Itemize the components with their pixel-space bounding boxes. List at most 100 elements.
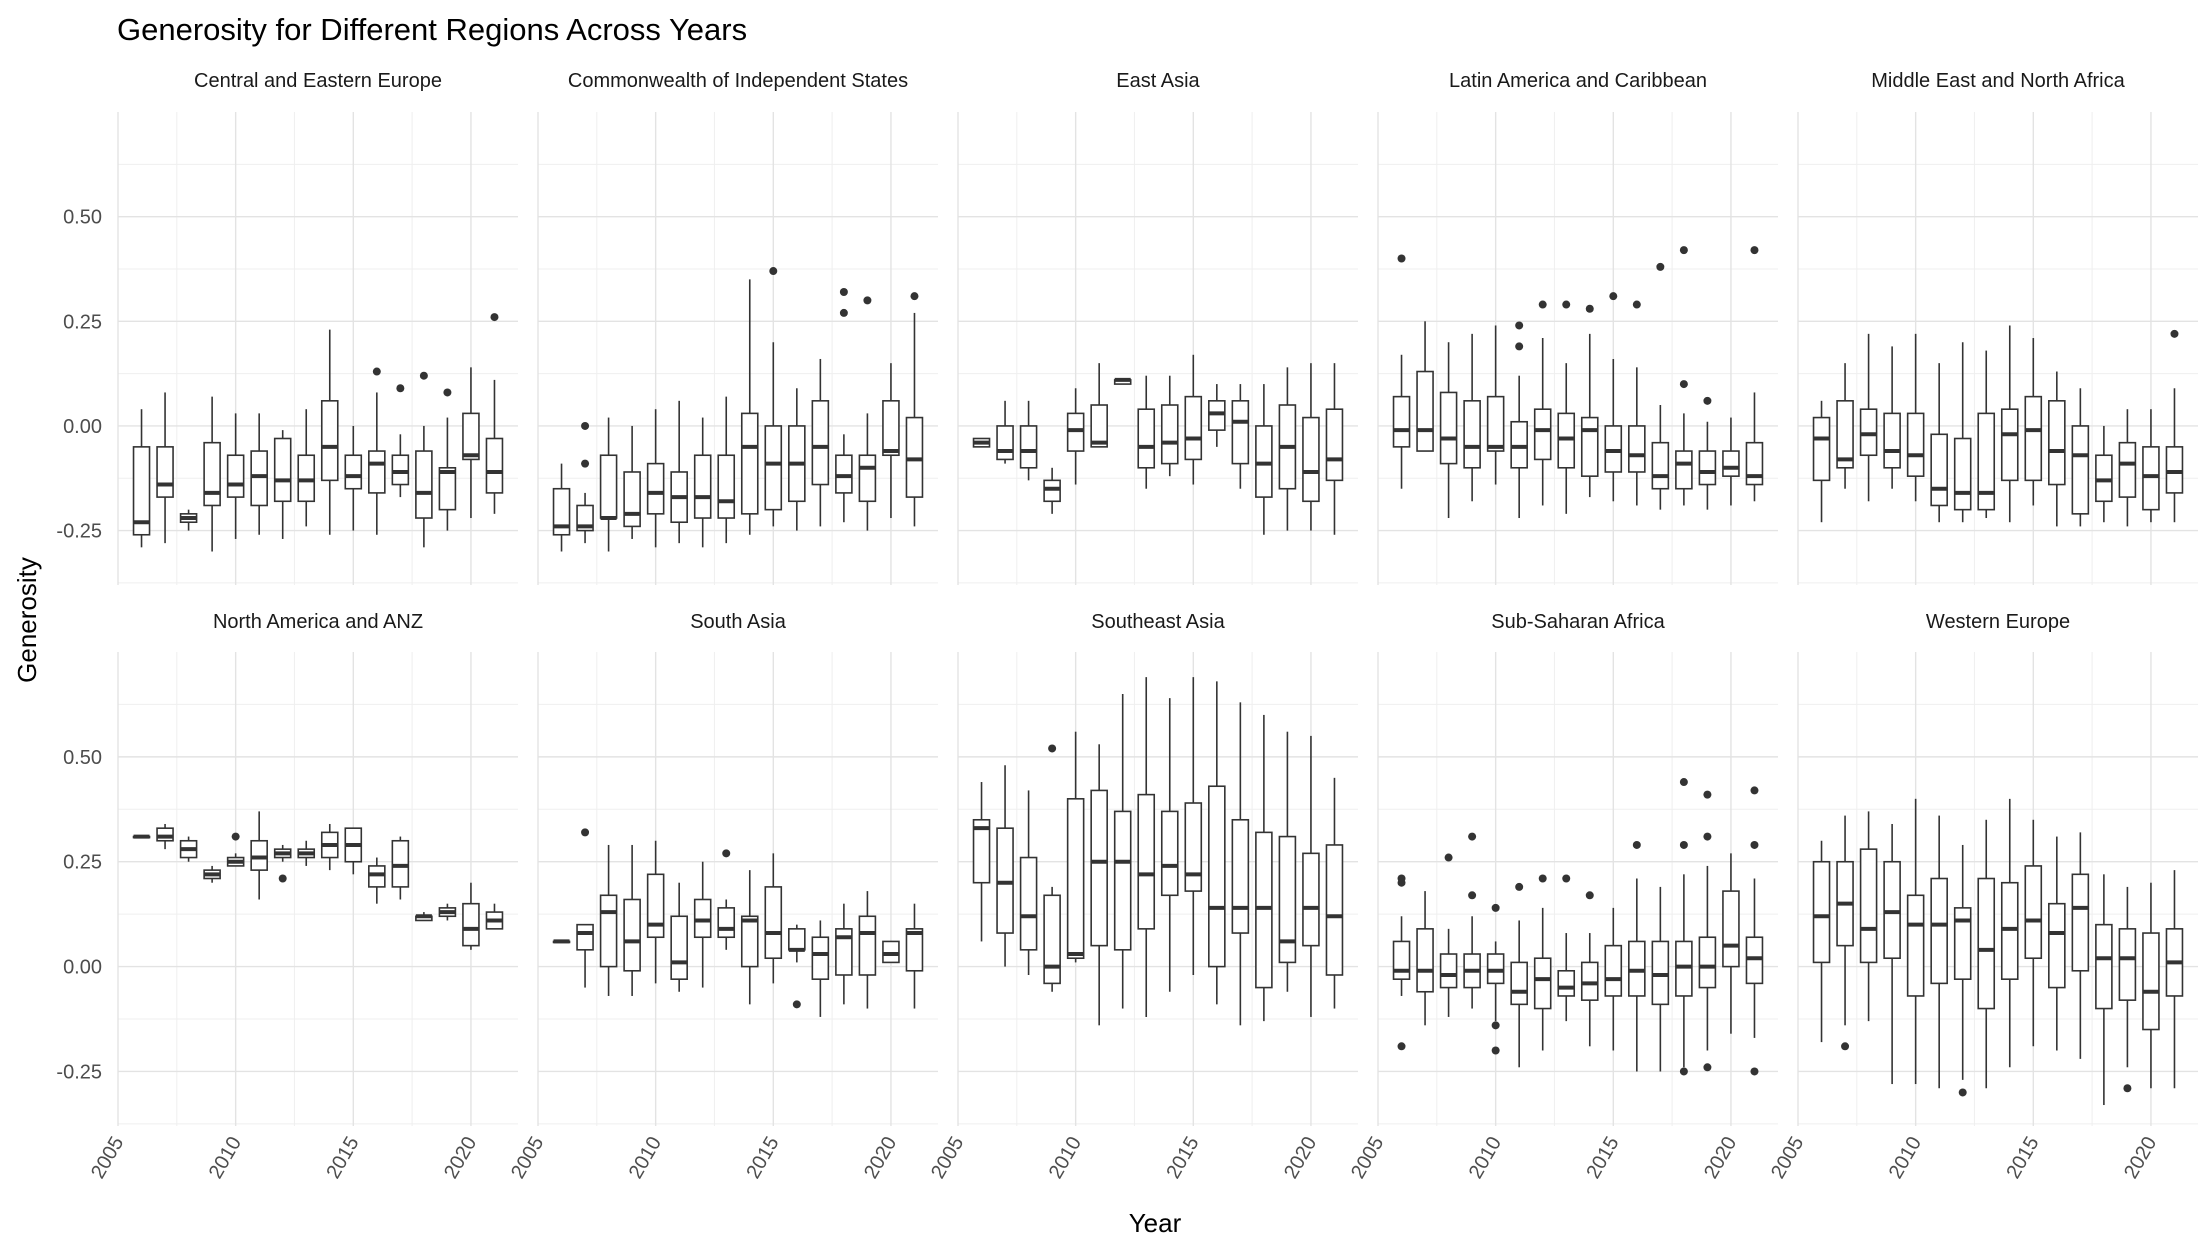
boxplot-year-2008 [1019,400,1038,481]
boxplot-year-2020 [1302,363,1320,531]
y-tick-label: 0.25 [63,311,102,333]
box-iqr [1533,408,1552,461]
outlier-point [1397,1042,1406,1051]
boxplot-year-2006 [972,782,991,942]
boxplot-year-2015 [1604,292,1623,502]
box-iqr [811,400,830,486]
box-iqr [273,437,292,503]
outlier-point [581,459,590,468]
outlier-point [1585,891,1594,900]
box-iqr [835,928,853,976]
box-iqr [623,898,641,972]
box-iqr [2095,923,2113,1010]
box-iqr [1859,848,1878,964]
boxplot-year-2020 [2142,882,2160,1089]
boxplot-year-2014 [320,823,339,871]
x-tick-label: 2005 [507,1133,548,1183]
box-iqr [576,504,594,532]
boxplot-year-2009 [1463,832,1481,1009]
box-iqr [1580,961,1599,1001]
boxplot-year-2020 [1722,417,1740,506]
boxplot-year-2010 [226,413,245,539]
boxplot-year-2018 [415,371,433,548]
outlier-point [1515,342,1524,351]
box-iqr [415,450,433,519]
boxplot-year-2020 [1722,853,1740,1034]
outlier-point [1491,903,1500,912]
boxplot-year-2013 [1137,677,1156,1017]
boxplot-year-2012 [693,861,712,988]
outlier-point [581,828,590,837]
boxplot-year-2019 [1698,396,1717,510]
outlier-point [1491,1046,1500,1055]
boxplot-year-2007 [1836,815,1854,1051]
box-iqr [1557,969,1576,997]
outlier-point [490,313,499,322]
box-iqr [391,454,410,486]
outlier-point [1048,744,1057,753]
facet-panel: South Asia 2005 2010 2015 2020 [507,611,938,1183]
facet-title: North America and ANZ [213,611,423,633]
outlier-point [863,296,872,305]
boxplot-year-2018 [1255,714,1273,1022]
boxplot-year-2014 [1580,891,1599,1047]
outlier-point [1538,300,1547,309]
boxplot-year-2021 [905,903,924,1009]
x-tick-label: 2015 [322,1133,363,1183]
box-iqr [882,940,900,964]
box-iqr [1043,479,1061,503]
outlier-point [1703,1063,1712,1072]
outlier-point [1515,882,1524,891]
box-iqr [132,446,151,536]
boxplot-year-2006 [1392,874,1411,1051]
box-iqr [1628,940,1646,997]
boxplot-year-2016 [368,857,386,904]
outlier-point [1750,246,1759,255]
boxplot-year-2009 [1883,823,1901,1085]
boxplot-year-2014 [320,329,339,535]
boxplot-year-2019 [438,903,457,921]
facet-panel: East Asia [957,70,1358,585]
boxplot-year-2018 [1675,246,1693,506]
box-iqr [905,928,924,972]
boxplot-year-2012 [1113,693,1132,1009]
boxplot-year-2011 [1090,744,1108,1026]
box-iqr [1416,370,1434,452]
boxplot-year-2017 [1651,886,1670,1072]
box-iqr [2142,932,2160,1031]
box-iqr [344,454,363,490]
boxplot-year-2010 [646,409,665,548]
outlier-point [2123,1084,2132,1093]
boxplot-year-2007 [576,421,594,544]
outlier-point [1703,396,1712,405]
outlier-point [1515,321,1524,330]
x-tick-label: 2015 [1582,1133,1623,1183]
outlier-point [1679,778,1688,787]
boxplot-year-2009 [623,425,641,539]
outlier-point [443,388,452,397]
box-iqr [1439,953,1458,989]
outlier-point [278,874,287,883]
box-iqr [1160,404,1179,465]
outlier-point [1468,891,1477,900]
box-iqr [1745,936,1764,985]
boxplot-year-2008 [1019,790,1038,975]
box-iqr [996,425,1014,461]
outlier-point [1609,292,1618,301]
boxplot-year-2021 [1745,786,1764,1076]
boxplot-year-2018 [1255,384,1273,535]
outlier-point [1585,304,1594,313]
facet-panel: North America and ANZ -0.25 0.00 0.25 0.50 20… [56,611,518,1183]
box-iqr [693,898,712,939]
boxplot-year-2012 [273,430,292,539]
boxplot-year-2011 [1930,815,1948,1089]
outlier-point [1750,840,1759,849]
boxplot-year-2016 [1208,681,1226,1005]
boxplot-year-2018 [2095,874,2113,1106]
box-iqr [1325,408,1344,482]
boxplot-year-2008 [1859,811,1878,1022]
box-iqr [1977,877,1996,1010]
boxplot-year-2006 [1392,254,1411,489]
